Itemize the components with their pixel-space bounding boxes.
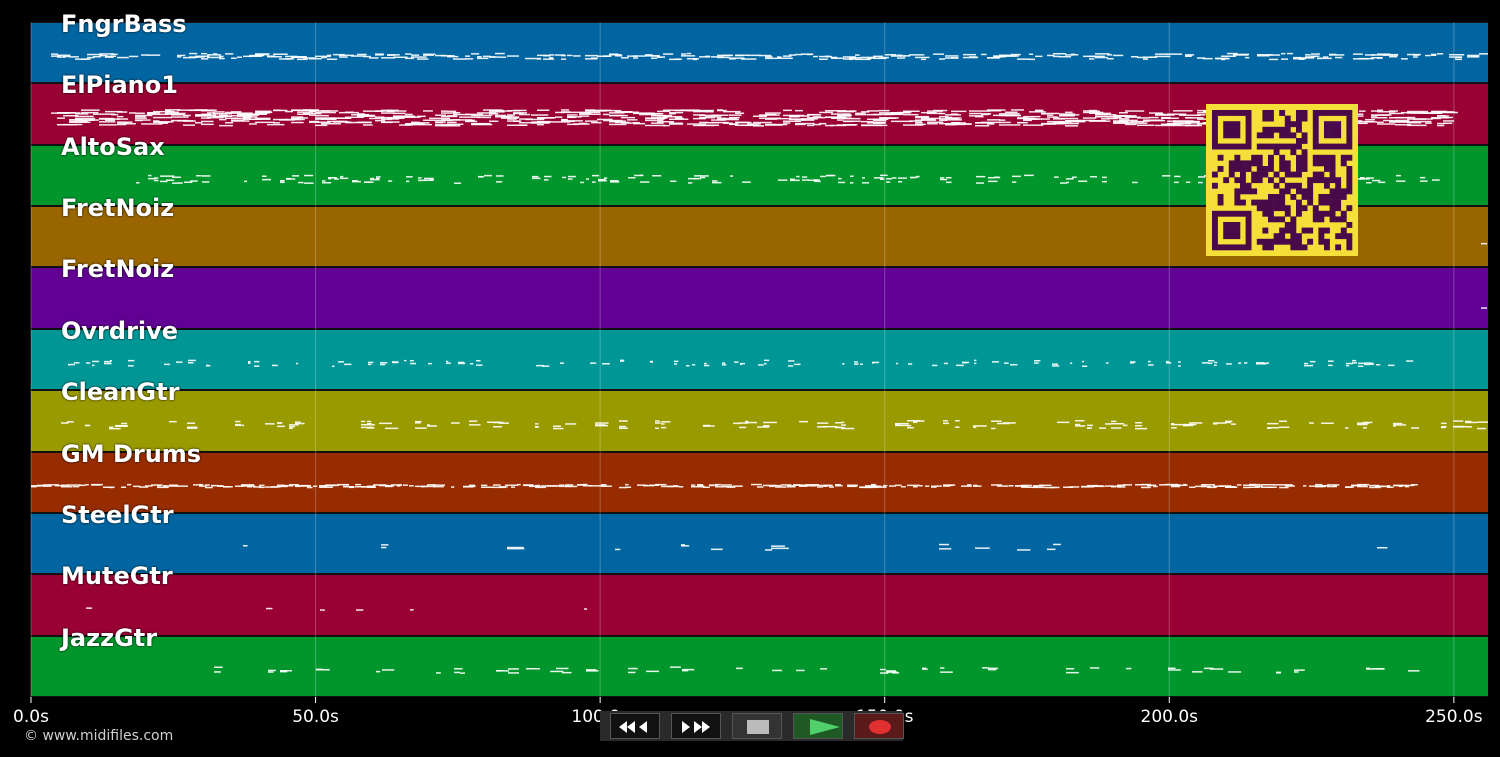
rewind-button[interactable] [610,713,660,739]
stop-button[interactable] [732,713,782,739]
track-name: FngrBass [61,10,187,38]
track-name: JazzGtr [61,623,158,652]
track-name: FretNoiz [61,194,175,223]
track-name: AltoSax [61,132,165,161]
play-button[interactable] [793,713,843,739]
track-lane[interactable]: JazzGtr [31,624,1488,697]
track-lane[interactable]: MuteGtr [31,562,1488,636]
rewind-icon [619,721,647,733]
track-name: MuteGtr [61,562,173,591]
track-lane[interactable]: CleanGtr [31,378,1488,452]
track-name: FretNoiz [61,255,175,284]
copyright-text: © www.midifiles.com [24,728,174,744]
track-lane[interactable]: GM Drums [31,440,1488,513]
track-name: ElPiano1 [61,71,178,100]
track-lane[interactable]: SteelGtr [31,501,1488,575]
track-name: GM Drums [61,439,202,468]
tick-label: 250.0s [1425,707,1483,727]
fast-forward-icon [682,721,710,733]
track-lane[interactable]: FretNoiz [31,194,1488,268]
track-name: CleanGtr [61,378,180,407]
record-button[interactable] [854,713,904,739]
tick-label: 200.0s [1140,707,1199,727]
tick-label: 50.0s [292,707,339,727]
transport-controls [600,711,904,741]
play-icon [810,719,840,735]
track-area: FngrBass ElPiano1 AltoSax FretNoiz FretNoiz O… [30,10,1488,703]
qr-code [1206,104,1358,256]
track-lane[interactable]: FretNoiz [31,255,1488,329]
fast-forward-button[interactable] [671,713,721,739]
track-lane[interactable]: Ovrdrive [31,317,1488,391]
stop-icon [747,720,769,734]
record-icon [869,720,891,734]
tick-label: 0.0s [13,707,49,727]
track-name: SteelGtr [61,500,174,529]
track-name: Ovrdrive [61,316,179,345]
track-lane[interactable]: FngrBass [31,10,1488,84]
